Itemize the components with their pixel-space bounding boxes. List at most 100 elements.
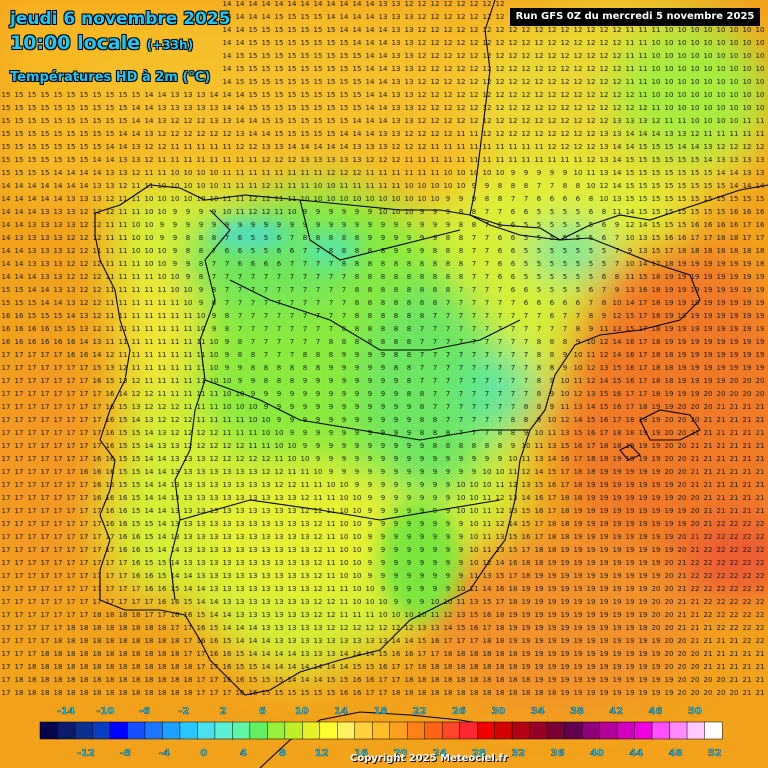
- region-border-1: [299, 199, 461, 261]
- temperature-value: 14: [93, 156, 102, 164]
- legend-swatch: [669, 721, 688, 740]
- temperature-value: 12: [574, 104, 583, 112]
- temperature-value: 12: [548, 52, 557, 60]
- temperature-value: 9: [212, 208, 216, 216]
- temperature-value: 11: [106, 247, 115, 255]
- temperature-value: 8: [550, 364, 554, 372]
- temperature-value: 9: [368, 468, 372, 476]
- temperature-value: 9: [329, 403, 333, 411]
- temperature-value: 8: [433, 273, 437, 281]
- temperature-value: 21: [678, 611, 687, 619]
- temperature-value: 9: [381, 234, 385, 242]
- temperature-value: 13: [119, 169, 128, 177]
- temperature-value: 12: [457, 91, 466, 99]
- temperature-value: 12: [470, 26, 479, 34]
- temperature-value: 9: [277, 403, 281, 411]
- temperature-value: 12: [470, 117, 479, 125]
- legend-swatch: [372, 721, 391, 740]
- temperature-value: 10: [730, 52, 739, 60]
- temperature-value: 8: [485, 442, 489, 450]
- temperature-value: 9: [420, 533, 424, 541]
- temperature-value: 12: [522, 39, 531, 47]
- temperature-value: 18: [704, 247, 713, 255]
- temperature-value: 12: [600, 65, 609, 73]
- temperature-value: 15: [275, 130, 284, 138]
- temperature-value: 18: [548, 546, 557, 554]
- temperature-value: 7: [238, 299, 242, 307]
- temperature-value: 8: [433, 416, 437, 424]
- temperature-value: 19: [613, 559, 622, 567]
- temperature-value: 8: [420, 403, 424, 411]
- temperature-value: 16: [535, 494, 544, 502]
- temperature-value: 17: [171, 624, 180, 632]
- temperature-value: 11: [639, 26, 648, 34]
- temperature-value: 11: [418, 156, 427, 164]
- legend-upper-label: 50: [688, 706, 702, 717]
- temperature-value: 17: [2, 663, 11, 671]
- temperature-value: 19: [626, 611, 635, 619]
- temperature-value: 14: [158, 455, 167, 463]
- temperature-value: 13: [275, 546, 284, 554]
- temperature-value: 19: [639, 598, 648, 606]
- temperature-value: 20: [678, 455, 687, 463]
- temperature-value: 18: [67, 663, 76, 671]
- temperature-value: 19: [704, 273, 713, 281]
- temperature-value: 19: [561, 585, 570, 593]
- temperature-value: 9: [381, 494, 385, 502]
- temperature-value: 17: [2, 364, 11, 372]
- temperature-value: 15: [262, 39, 271, 47]
- temperature-value: 10: [379, 598, 388, 606]
- temperature-value: 8: [199, 234, 203, 242]
- temperature-value: 8: [498, 182, 502, 190]
- temperature-value: 11: [470, 572, 479, 580]
- temperature-value: 13: [301, 637, 310, 645]
- temperature-value: 14: [2, 234, 11, 242]
- temperature-value: 9: [290, 403, 294, 411]
- temperature-value: 9: [576, 338, 580, 346]
- legend-upper-label: 18: [373, 706, 387, 717]
- temperature-value: 19: [756, 273, 765, 281]
- temperature-value: 15: [314, 52, 323, 60]
- temperature-value: 18: [548, 689, 557, 697]
- temperature-value: 9: [394, 533, 398, 541]
- temperature-value: 17: [548, 507, 557, 515]
- temperature-value: 11: [119, 299, 128, 307]
- temperature-value: 7: [238, 312, 242, 320]
- temperature-value: 19: [665, 494, 674, 502]
- temperature-value: 7: [329, 260, 333, 268]
- temperature-value: 10: [314, 182, 323, 190]
- temperature-value: 12: [197, 442, 206, 450]
- temperature-value: 18: [496, 624, 505, 632]
- temperature-value: 19: [587, 689, 596, 697]
- temperature-value: 19: [652, 481, 661, 489]
- temperature-value: 9: [290, 429, 294, 437]
- legend-swatch: [634, 721, 653, 740]
- temperature-value: 8: [407, 325, 411, 333]
- temperature-value: 9: [316, 208, 320, 216]
- temperature-value: 9: [394, 494, 398, 502]
- temperature-value: 12: [93, 299, 102, 307]
- temperature-value: 14: [288, 650, 297, 658]
- region-border-3: [204, 379, 530, 441]
- temperature-value: 20: [678, 416, 687, 424]
- temperature-value: 13: [223, 559, 232, 567]
- temperature-value: 13: [340, 637, 349, 645]
- temperature-value: 12: [483, 78, 492, 86]
- temperature-value: 16: [132, 546, 141, 554]
- temperature-value: 12: [535, 52, 544, 60]
- temperature-value: 11: [197, 403, 206, 411]
- temperature-value: 19: [639, 429, 648, 437]
- temperature-value: 9: [381, 572, 385, 580]
- temperature-value: 17: [54, 546, 63, 554]
- temperature-value: 17: [80, 546, 89, 554]
- temperature-value: 9: [368, 364, 372, 372]
- temperature-value: 10: [704, 104, 713, 112]
- temperature-value: 12: [587, 52, 596, 60]
- temperature-value: 15: [327, 104, 336, 112]
- temperature-value: 14: [327, 663, 336, 671]
- temperature-value: 16: [106, 507, 115, 515]
- temperature-value: 15: [119, 468, 128, 476]
- temperature-value: 9: [420, 468, 424, 476]
- temperature-value: 7: [225, 260, 229, 268]
- temperature-value: 13: [28, 247, 37, 255]
